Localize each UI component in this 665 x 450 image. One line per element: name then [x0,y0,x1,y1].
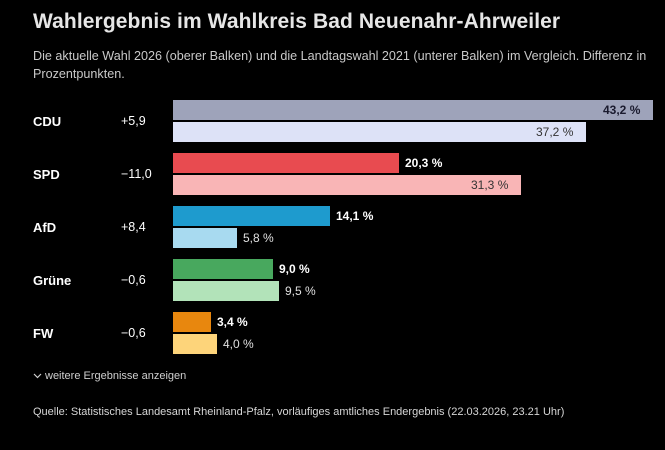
party-row-cdu: CDU +5,9 43,2 % 37,2 % [0,100,665,150]
label-2021-gruene: 9,5 % [285,284,316,298]
label-2026-fw: 3,4 % [217,315,248,329]
party-difference: +5,9 [121,114,146,128]
bar-2026-afd [173,206,330,226]
party-row-gruene: Grüne −0,6 9,0 % 9,5 % [0,259,665,309]
bar-2021-spd [173,175,521,195]
chart-subtitle: Die aktuelle Wahl 2026 (oberer Balken) u… [33,49,647,81]
label-2026-afd: 14,1 % [336,209,374,223]
label-2021-cdu: 37,2 % [536,125,574,139]
party-difference: −0,6 [121,273,146,287]
label-2026-gruene: 9,0 % [279,262,310,276]
party-row-afd: AfD +8,4 14,1 % 5,8 % [0,206,665,256]
party-name: Grüne [33,273,72,288]
label-2021-afd: 5,8 % [243,231,274,245]
bar-2026-cdu [173,100,653,120]
label-2026-cdu: 43,2 % [603,103,641,117]
party-name: AfD [33,220,57,235]
party-name: FW [33,326,54,341]
chevron-down-icon [33,370,42,382]
more-results-label: weitere Ergebnisse anzeigen [45,370,187,382]
party-difference: −11,0 [121,167,152,181]
bar-2021-gruene [173,281,279,301]
party-row-spd: SPD −11,0 20,3 % 31,3 % [0,153,665,203]
bar-2021-cdu [173,122,586,142]
party-row-fw: FW −0,6 3,4 % 4,0 % [0,312,665,362]
party-name: CDU [33,114,62,129]
bar-2026-spd [173,153,399,173]
party-difference: +8,4 [121,220,146,234]
bar-2026-fw [173,312,211,332]
source-note: Quelle: Statistisches Landesamt Rheinlan… [33,406,565,418]
more-results-link[interactable]: weitere Ergebnisse anzeigen [33,370,186,382]
bar-2026-gruene [173,259,273,279]
party-name: SPD [33,167,60,182]
label-2021-fw: 4,0 % [223,337,254,351]
label-2021-spd: 31,3 % [471,178,509,192]
bar-2021-afd [173,228,237,248]
chart-title: Wahlergebnis im Wahlkreis Bad Neuenahr-A… [33,10,561,33]
party-difference: −0,6 [121,326,146,340]
bar-2021-fw [173,334,217,354]
label-2026-spd: 20,3 % [405,156,443,170]
